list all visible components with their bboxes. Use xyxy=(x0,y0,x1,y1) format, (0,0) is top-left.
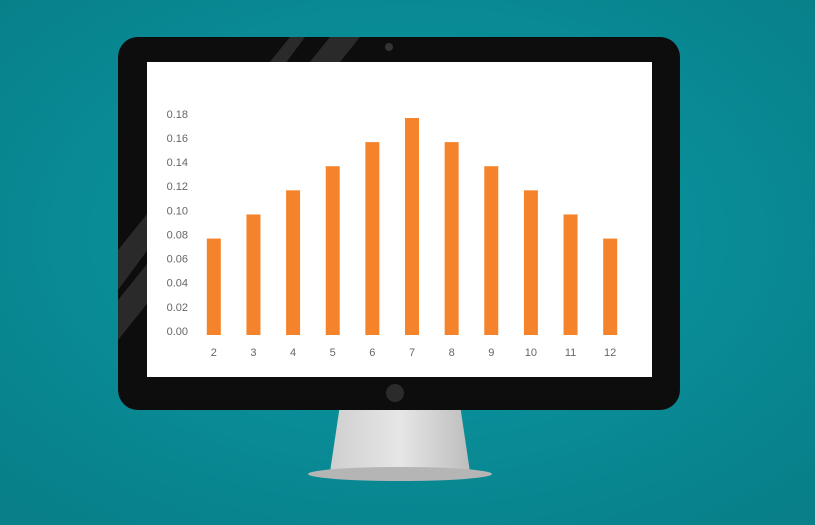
y-tick-label: 0.12 xyxy=(167,181,188,193)
y-tick-label: 0.02 xyxy=(167,302,188,314)
bar xyxy=(563,214,578,335)
x-tick-label: 10 xyxy=(525,347,537,359)
chart: 0.00 0.02 0.04 0.06 0.08 0.10 0.12 0.14 0.16 0.18… xyxy=(167,109,618,359)
y-tick-label: 0.16 xyxy=(167,133,188,145)
x-tick-label: 11 xyxy=(565,347,576,359)
y-tick-label: 0.04 xyxy=(167,278,188,290)
stand-base xyxy=(308,467,492,481)
home-button xyxy=(386,384,404,402)
x-tick-label: 6 xyxy=(369,347,375,359)
y-tick-label: 0.08 xyxy=(167,229,188,241)
y-tick-label: 0.10 xyxy=(167,205,188,217)
x-tick-label: 9 xyxy=(488,347,494,359)
y-tick-label: 0.00 xyxy=(167,326,188,338)
x-tick-label: 5 xyxy=(330,347,336,359)
x-tick-label: 4 xyxy=(290,347,296,359)
x-tick-label: 12 xyxy=(604,347,616,359)
bar xyxy=(523,190,538,335)
bar xyxy=(206,238,221,335)
bar xyxy=(286,190,301,335)
bar xyxy=(365,142,380,335)
x-tick-label: 8 xyxy=(449,347,455,359)
x-tick-label: 3 xyxy=(250,347,256,359)
bar xyxy=(325,166,340,335)
x-tick-label: 7 xyxy=(409,347,415,359)
camera xyxy=(385,43,393,51)
y-tick-label: 0.14 xyxy=(167,157,188,169)
monitor-stand xyxy=(330,405,470,472)
y-tick-label: 0.06 xyxy=(167,254,188,266)
bar xyxy=(484,166,499,335)
y-tick-label: 0.18 xyxy=(167,109,188,121)
bar xyxy=(405,118,419,335)
x-tick-label: 2 xyxy=(211,347,217,359)
bar xyxy=(246,214,261,335)
bar xyxy=(444,142,459,335)
bar xyxy=(603,238,618,335)
